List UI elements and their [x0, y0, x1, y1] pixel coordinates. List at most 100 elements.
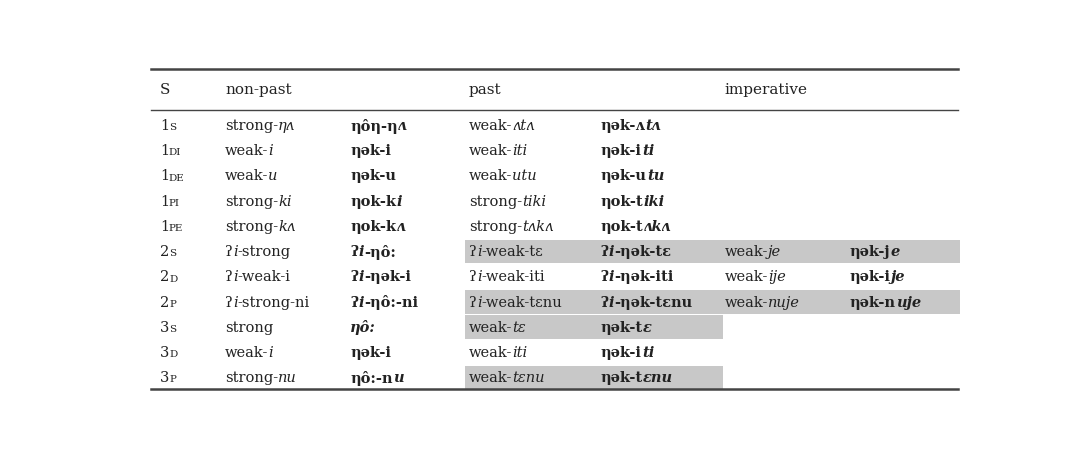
Bar — [846, 290, 960, 314]
Text: past: past — [469, 83, 501, 96]
Text: S: S — [169, 123, 176, 132]
Text: i: i — [268, 144, 273, 158]
Text: ti: ti — [641, 346, 654, 360]
Text: weak-: weak- — [469, 346, 512, 360]
Bar — [465, 240, 599, 263]
Text: ηok-k: ηok-k — [350, 195, 397, 209]
Text: 1: 1 — [160, 144, 169, 158]
Bar — [597, 290, 723, 314]
Text: S: S — [169, 249, 176, 258]
Text: ηək-t: ηək-t — [600, 321, 644, 335]
Text: ηək-u: ηək-u — [350, 169, 397, 184]
Bar — [720, 290, 848, 314]
Text: tɛ: tɛ — [512, 321, 526, 335]
Text: i: i — [358, 245, 363, 259]
Text: 1: 1 — [160, 220, 169, 234]
Text: ʔ: ʔ — [350, 296, 358, 309]
Bar — [465, 315, 599, 339]
Text: ηok-k: ηok-k — [350, 220, 397, 234]
Text: je: je — [768, 245, 782, 259]
Text: tiki: tiki — [522, 195, 547, 209]
Text: iki: iki — [644, 195, 665, 209]
Text: strong-: strong- — [225, 119, 278, 133]
Text: ʔ: ʔ — [600, 296, 609, 309]
Text: ɛnu: ɛnu — [644, 371, 673, 385]
Text: ηək-i: ηək-i — [600, 144, 641, 158]
Text: i: i — [397, 195, 402, 209]
Bar — [720, 240, 848, 263]
Text: 1: 1 — [160, 195, 169, 209]
Text: i: i — [233, 296, 237, 309]
Text: 3: 3 — [160, 371, 169, 385]
Text: i: i — [476, 245, 482, 259]
Text: ije: ije — [768, 270, 786, 284]
Text: -weak-iti: -weak-iti — [482, 270, 545, 284]
Text: -strong: -strong — [237, 245, 291, 259]
Text: strong-: strong- — [225, 195, 278, 209]
Text: non-past: non-past — [225, 83, 292, 96]
Text: i: i — [358, 270, 363, 284]
Text: imperative: imperative — [724, 83, 807, 96]
Text: ʔ: ʔ — [225, 296, 233, 309]
Text: weak-: weak- — [724, 245, 768, 259]
Text: i: i — [233, 270, 237, 284]
Text: i: i — [476, 270, 482, 284]
Text: strong: strong — [225, 321, 273, 335]
Text: tʌkʌ: tʌkʌ — [522, 220, 553, 234]
Text: strong-: strong- — [469, 220, 522, 234]
Text: ηək-j: ηək-j — [849, 245, 890, 259]
Text: weak-: weak- — [469, 321, 512, 335]
Text: ηô:: ηô: — [350, 320, 376, 335]
Text: nu: nu — [278, 371, 296, 385]
Text: 1: 1 — [160, 169, 169, 184]
Text: nuje: nuje — [768, 296, 800, 309]
Text: ηô:-n: ηô:-n — [350, 371, 392, 386]
Text: strong-: strong- — [469, 195, 522, 209]
Text: ʔ: ʔ — [350, 270, 358, 284]
Text: ηôη-η: ηôη-η — [350, 118, 398, 134]
Text: P: P — [169, 300, 176, 309]
Text: 1: 1 — [160, 119, 169, 133]
Text: ʌkʌ: ʌkʌ — [644, 220, 671, 234]
Text: D: D — [169, 350, 178, 359]
Text: weak-: weak- — [469, 144, 512, 158]
Text: tʌ: tʌ — [646, 119, 661, 133]
Text: ηʌ: ηʌ — [278, 119, 295, 133]
Text: u: u — [268, 169, 278, 184]
Text: ʔ: ʔ — [600, 245, 609, 259]
Text: utu: utu — [512, 169, 537, 184]
Text: ηok-t: ηok-t — [600, 195, 644, 209]
Text: weak-: weak- — [469, 169, 512, 184]
Text: -strong-ni: -strong-ni — [237, 296, 309, 309]
Text: S: S — [160, 83, 170, 96]
Bar — [846, 240, 960, 263]
Text: PI: PI — [169, 199, 180, 208]
Text: ti: ti — [641, 144, 654, 158]
Text: P: P — [169, 375, 176, 385]
Text: ʔ: ʔ — [469, 245, 476, 259]
Text: -ηô:-ni: -ηô:-ni — [363, 295, 418, 310]
Text: S: S — [169, 325, 177, 334]
Text: ʌ: ʌ — [397, 220, 405, 234]
Text: i: i — [476, 296, 482, 309]
Bar — [597, 315, 723, 339]
Text: ʔ: ʔ — [469, 296, 476, 309]
Text: D: D — [169, 274, 177, 284]
Text: iti: iti — [512, 346, 527, 360]
Text: ηək-i: ηək-i — [350, 346, 391, 360]
Text: i: i — [268, 346, 273, 360]
Text: je: je — [890, 270, 906, 284]
Text: ηək-i: ηək-i — [849, 270, 890, 284]
Text: ηək-t: ηək-t — [600, 371, 644, 385]
Text: -ηək-tɛnu: -ηək-tɛnu — [614, 296, 693, 309]
Text: DE: DE — [169, 174, 184, 183]
Text: 2: 2 — [160, 270, 169, 284]
Text: ηək-i: ηək-i — [350, 144, 391, 158]
Text: -weak-tɛnu: -weak-tɛnu — [482, 296, 563, 309]
Text: 3: 3 — [160, 346, 169, 360]
Text: weak-: weak- — [469, 119, 512, 133]
Text: ʔ: ʔ — [350, 245, 358, 259]
Text: i: i — [358, 296, 363, 309]
Text: weak-: weak- — [225, 169, 268, 184]
Text: weak-: weak- — [724, 296, 768, 309]
